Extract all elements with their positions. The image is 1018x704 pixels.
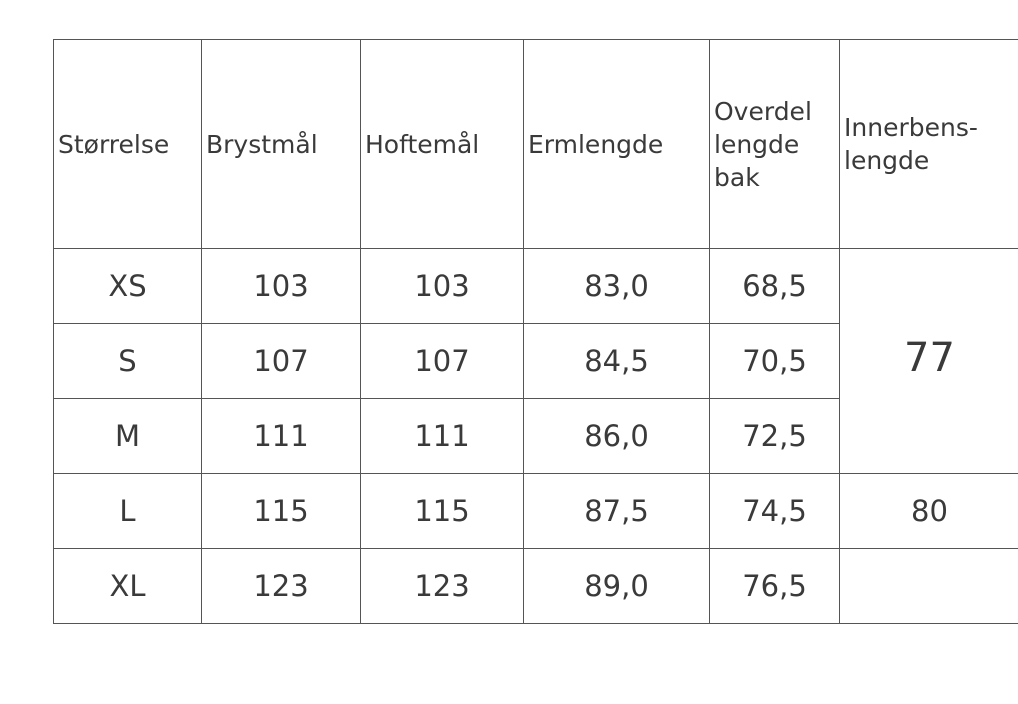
header-cell: Ermlengde bbox=[523, 39, 710, 249]
table-cell: 80 bbox=[839, 473, 1018, 549]
table-row: S 107 107 84,5 70,5 bbox=[53, 323, 1018, 399]
table-cell: XL bbox=[53, 548, 202, 624]
header-cell: Brystmål bbox=[201, 39, 361, 249]
table-cell: 72,5 bbox=[709, 398, 840, 474]
table-cell: 74,5 bbox=[709, 473, 840, 549]
table-row: M 111 111 86,0 72,5 bbox=[53, 398, 1018, 474]
table-cell: 103 bbox=[360, 248, 524, 324]
table-cell: S bbox=[53, 323, 202, 399]
table-cell: 115 bbox=[201, 473, 361, 549]
table-cell: M bbox=[53, 398, 202, 474]
header-cell: Hoftemål bbox=[360, 39, 524, 249]
table-cell: 111 bbox=[201, 398, 361, 474]
table-cell: 70,5 bbox=[709, 323, 840, 399]
table-cell: 103 bbox=[201, 248, 361, 324]
table-cell: 87,5 bbox=[523, 473, 710, 549]
header-row: Størrelse Brystmål Hoftemål Ermlengde Ov… bbox=[53, 39, 1018, 249]
table-cell: 107 bbox=[201, 323, 361, 399]
header-cell: Størrelse bbox=[53, 39, 202, 249]
table-cell: 68,5 bbox=[709, 248, 840, 324]
table-cell: L bbox=[53, 473, 202, 549]
table-cell: 107 bbox=[360, 323, 524, 399]
table-cell: 86,0 bbox=[523, 398, 710, 474]
table-cell: 123 bbox=[201, 548, 361, 624]
table-cell: 89,0 bbox=[523, 548, 710, 624]
table-body: XS 103 103 83,0 68,5 77 S 107 107 84,5 70,5 M 111 111… bbox=[53, 248, 1018, 624]
table-cell: 76,5 bbox=[709, 548, 840, 624]
table-row: XS 103 103 83,0 68,5 77 bbox=[53, 248, 1018, 474]
table-cell: 84,5 bbox=[523, 323, 710, 399]
table-cell: 77 bbox=[839, 248, 1018, 474]
table-cell bbox=[839, 548, 1018, 624]
header-cell: Innerbens-lengde bbox=[839, 39, 1018, 249]
table-cell: 123 bbox=[360, 548, 524, 624]
header-cell: Overdel lengde bak bbox=[709, 39, 840, 249]
size-table: Størrelse Brystmål Hoftemål Ermlengde Ov… bbox=[53, 39, 1018, 624]
table-row: L 115 115 87,5 74,5 80 bbox=[53, 473, 1018, 549]
table-row: XL 123 123 89,0 76,5 bbox=[53, 548, 1018, 624]
table-cell: 111 bbox=[360, 398, 524, 474]
table-cell: 83,0 bbox=[523, 248, 710, 324]
table-cell: 115 bbox=[360, 473, 524, 549]
table-cell: XS bbox=[53, 248, 202, 324]
